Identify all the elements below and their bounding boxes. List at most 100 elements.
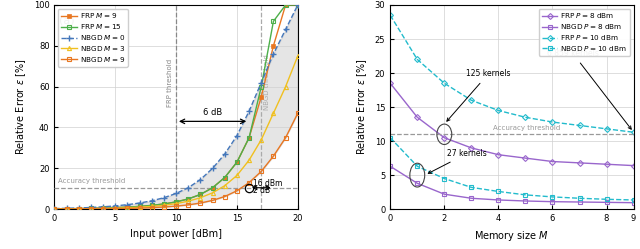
FRP $P = 8$ dBm (440, 136, 448, 139)
NBGD $M = 3$ (184, 200, 192, 203)
NBGD $M = 9$ (294, 112, 301, 115)
FRP $P = 10$ dBm (630, 131, 637, 134)
NBGD $P = 8$ dBm (575, 200, 583, 203)
FRP $P = 10$ dBm (387, 14, 394, 17)
FRP $M = 9$ (99, 207, 107, 210)
NBGD $M = 9$ (111, 207, 119, 210)
FRP $M = 15$ (233, 161, 241, 164)
Text: 16 dBm: 16 dBm (253, 179, 282, 188)
NBGD $M = 3$ (51, 207, 58, 210)
FRP $P = 8$ dBm (495, 153, 502, 156)
NBGD $M = 9$ (245, 181, 253, 184)
NBGD $M = 0$ (136, 201, 143, 204)
NBGD $P = 8$ dBm (630, 201, 637, 204)
NBGD $M = 9$ (124, 207, 131, 210)
NBGD $P = 8$ dBm (548, 200, 556, 203)
NBGD $P = 10$ dBm (387, 136, 394, 139)
NBGD $M = 0$ (245, 110, 253, 113)
FRP $M = 9$ (294, 3, 301, 6)
FRP $M = 15$ (245, 136, 253, 139)
NBGD $M = 3$ (111, 207, 119, 210)
NBGD $M = 3$ (269, 112, 277, 115)
Text: FRP threshold: FRP threshold (167, 59, 173, 107)
FRP $M = 9$ (233, 161, 241, 164)
NBGD $M = 3$ (196, 196, 204, 199)
NBGD $M = 0$ (282, 28, 289, 31)
FRP $M = 9$ (160, 202, 168, 205)
NBGD $M = 3$ (87, 207, 95, 210)
NBGD $M = 3$ (172, 202, 180, 205)
NBGD $M = 0$ (148, 199, 156, 202)
NBGD $M = 9$ (148, 206, 156, 209)
FRP $P = 8$ dBm (387, 82, 394, 85)
FRP $M = 9$ (87, 207, 95, 210)
FRP $M = 15$ (172, 200, 180, 203)
Line: NBGD $P = 10$ dBm: NBGD $P = 10$ dBm (388, 136, 636, 202)
NBGD $M = 3$ (233, 174, 241, 177)
FRP $M = 9$ (124, 206, 131, 209)
FRP $M = 15$ (282, 3, 289, 6)
NBGD $M = 3$ (124, 206, 131, 209)
FRP $M = 9$ (111, 206, 119, 209)
NBGD $M = 9$ (136, 207, 143, 210)
FRP $M = 15$ (124, 206, 131, 209)
NBGD $M = 0$ (99, 205, 107, 208)
FRP $P = 8$ dBm (548, 160, 556, 163)
FRP $M = 9$ (269, 44, 277, 47)
Line: NBGD $M = 9$: NBGD $M = 9$ (52, 111, 300, 211)
FRP $M = 15$ (87, 207, 95, 210)
FRP $P = 10$ dBm (522, 116, 529, 119)
Line: NBGD $M = 0$: NBGD $M = 0$ (52, 2, 301, 211)
Text: 27 kernels: 27 kernels (428, 149, 487, 173)
FRP $P = 8$ dBm (575, 161, 583, 164)
Text: (a): (a) (60, 15, 75, 25)
FRP $M = 15$ (75, 207, 83, 210)
NBGD $M = 3$ (221, 184, 228, 187)
FRP $M = 15$ (136, 205, 143, 208)
NBGD $M = 0$ (172, 192, 180, 195)
Line: FRP $P = 8$ dBm: FRP $P = 8$ dBm (388, 81, 636, 168)
NBGD $M = 9$ (209, 199, 216, 202)
NBGD $M = 9$ (221, 195, 228, 198)
FRP $M = 9$ (75, 207, 83, 210)
NBGD $M = 0$ (184, 186, 192, 189)
FRP $M = 15$ (160, 202, 168, 205)
FRP $M = 15$ (99, 207, 107, 210)
NBGD $P = 8$ dBm (522, 199, 529, 202)
NBGD $P = 8$ dBm (440, 193, 448, 196)
NBGD $M = 9$ (99, 207, 107, 210)
NBGD $M = 9$ (172, 205, 180, 208)
FRP $M = 9$ (257, 95, 265, 98)
FRP $M = 9$ (221, 176, 228, 179)
NBGD $M = 9$ (184, 203, 192, 206)
NBGD $M = 0$ (233, 134, 241, 137)
NBGD $P = 10$ dBm (413, 165, 421, 168)
NBGD $M = 3$ (99, 207, 107, 210)
NBGD $P = 8$ dBm (467, 197, 475, 200)
FRP $P = 10$ dBm (548, 121, 556, 124)
NBGD $P = 10$ dBm (495, 190, 502, 193)
FRP $P = 8$ dBm (630, 164, 637, 167)
NBGD $M = 0$ (87, 206, 95, 209)
Line: FRP $P = 10$ dBm: FRP $P = 10$ dBm (388, 13, 636, 134)
FRP $P = 10$ dBm (603, 127, 611, 130)
FRP $M = 9$ (209, 186, 216, 189)
NBGD $M = 0$ (51, 207, 58, 210)
NBGD $P = 10$ dBm (603, 198, 611, 201)
NBGD $M = 9$ (51, 208, 58, 211)
FRP $P = 10$ dBm (413, 58, 421, 61)
Text: Accuracy threshold: Accuracy threshold (493, 124, 560, 130)
NBGD $M = 9$ (269, 155, 277, 158)
Line: FRP $M = 15$: FRP $M = 15$ (52, 3, 300, 211)
NBGD $M = 9$ (75, 207, 83, 210)
NBGD $M = 3$ (75, 207, 83, 210)
Text: 6 dB: 6 dB (203, 108, 222, 117)
NBGD $M = 3$ (136, 206, 143, 209)
NBGD $P = 8$ dBm (387, 165, 394, 168)
FRP $P = 8$ dBm (522, 157, 529, 160)
FRP $P = 10$ dBm (495, 109, 502, 112)
FRP $M = 9$ (51, 207, 58, 210)
FRP $P = 10$ dBm (467, 99, 475, 102)
NBGD $P = 10$ dBm (630, 198, 637, 201)
Text: NBGD threshold: NBGD threshold (264, 55, 270, 111)
